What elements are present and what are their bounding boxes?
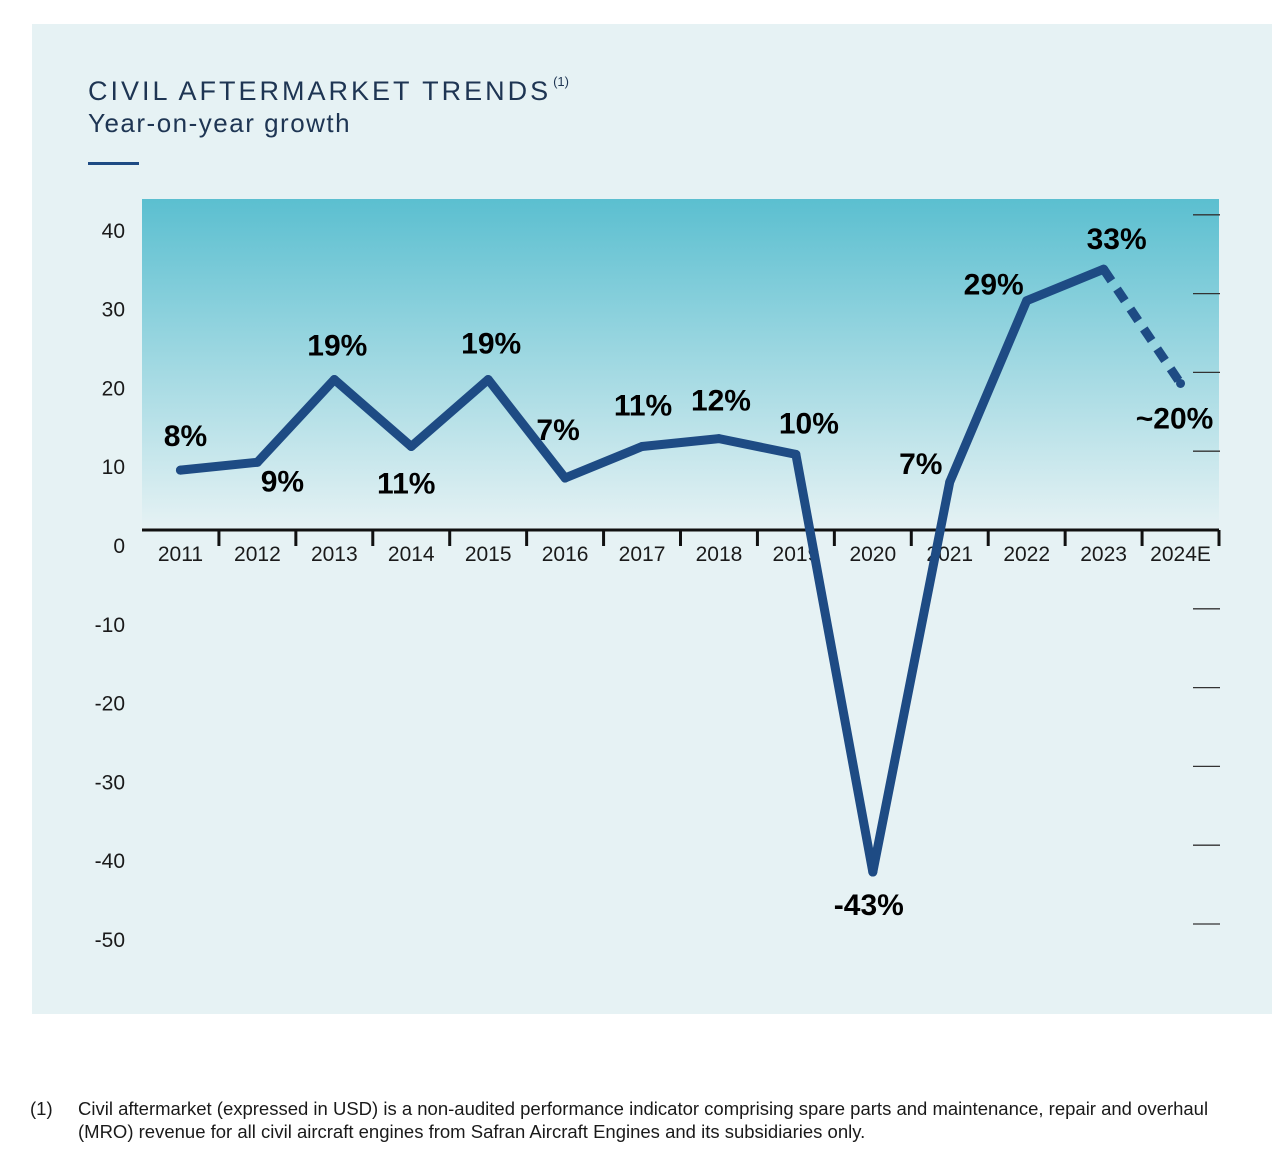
footnote-marker: (1) bbox=[30, 1098, 53, 1119]
data-label: -43% bbox=[834, 889, 904, 922]
y-tick-label: -40 bbox=[95, 850, 125, 873]
x-tick-label: 2013 bbox=[311, 543, 358, 566]
y-tick-label: -30 bbox=[95, 771, 125, 794]
data-point bbox=[329, 375, 339, 385]
y-tick-label: 10 bbox=[102, 456, 125, 479]
x-tick-label: 2018 bbox=[696, 543, 743, 566]
y-tick-label: 40 bbox=[102, 220, 125, 243]
data-point bbox=[945, 477, 955, 487]
plot-background bbox=[142, 199, 1219, 530]
data-point bbox=[252, 457, 262, 467]
y-tick-label: -50 bbox=[95, 929, 125, 952]
data-label: 12% bbox=[691, 385, 751, 418]
x-tick-label: 2011 bbox=[158, 543, 203, 566]
data-label: 19% bbox=[307, 330, 367, 363]
x-tick-label: 2020 bbox=[849, 543, 896, 566]
data-point bbox=[714, 434, 724, 444]
data-label: 8% bbox=[164, 420, 207, 453]
data-point bbox=[483, 375, 493, 385]
data-label: 33% bbox=[1087, 223, 1147, 256]
y-tick-label: 0 bbox=[113, 535, 125, 558]
x-tick-label: 2015 bbox=[465, 543, 512, 566]
chart-subtitle: Year-on-year growth bbox=[88, 108, 352, 138]
data-label: 19% bbox=[461, 328, 521, 361]
x-tick-label: 2016 bbox=[542, 543, 589, 566]
data-point bbox=[1099, 264, 1109, 274]
data-point bbox=[406, 442, 416, 451]
chart-title-text: CIVIL AFTERMARKET TRENDS bbox=[88, 76, 552, 106]
data-label: 11% bbox=[614, 390, 672, 423]
x-tick-label: 2014 bbox=[388, 543, 435, 566]
x-tick-label: 2022 bbox=[1003, 543, 1050, 566]
data-point bbox=[560, 473, 570, 483]
y-tick-label: 20 bbox=[102, 377, 125, 400]
x-tick-label: 2019 bbox=[773, 543, 820, 566]
data-point bbox=[791, 449, 801, 459]
data-label: 10% bbox=[779, 407, 839, 440]
data-point bbox=[868, 867, 878, 877]
data-label: 29% bbox=[964, 269, 1024, 302]
y-tick-label: -10 bbox=[95, 614, 125, 637]
x-tick-label: 2012 bbox=[234, 543, 281, 566]
data-point bbox=[1022, 296, 1032, 306]
data-label: 9% bbox=[261, 465, 304, 498]
data-point bbox=[175, 465, 185, 475]
y-tick-label: 30 bbox=[102, 299, 125, 322]
data-label: 7% bbox=[536, 414, 579, 447]
data-label: 11% bbox=[377, 468, 435, 501]
x-tick-label: 2023 bbox=[1080, 543, 1127, 566]
data-point bbox=[637, 442, 647, 451]
data-label: 7% bbox=[899, 448, 942, 481]
data-label: ~20% bbox=[1136, 402, 1214, 435]
y-tick-label: -20 bbox=[95, 693, 125, 716]
data-point bbox=[1176, 378, 1186, 388]
title-underline bbox=[88, 162, 139, 165]
x-tick-label: 2017 bbox=[619, 543, 666, 566]
footnote-text: Civil aftermarket (expressed in USD) is … bbox=[78, 1098, 1209, 1142]
title-footnote-marker: (1) bbox=[553, 74, 569, 89]
x-tick-label: 2024E bbox=[1150, 543, 1211, 566]
chart-title: CIVIL AFTERMARKET TRENDS (1) bbox=[88, 74, 569, 107]
